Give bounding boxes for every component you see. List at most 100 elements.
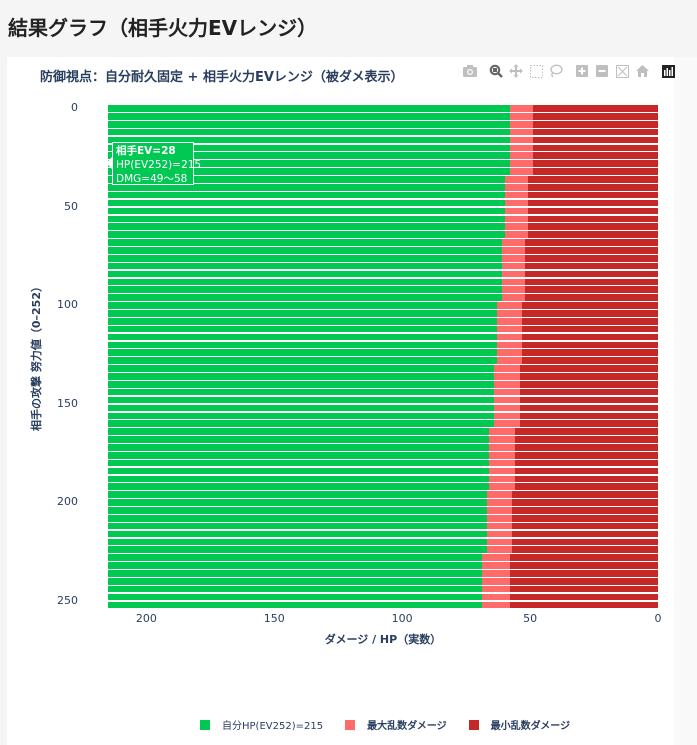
bar-row[interactable] xyxy=(108,136,658,144)
bar-row[interactable] xyxy=(108,593,658,601)
bar-row[interactable] xyxy=(108,546,658,554)
legend-item-min-damage[interactable]: 最小乱数ダメージ xyxy=(468,717,570,732)
bar-hp xyxy=(108,286,658,294)
bar-row[interactable] xyxy=(108,373,658,380)
bar-row[interactable] xyxy=(108,491,658,498)
bar-hp xyxy=(108,507,658,514)
legend-item-hp[interactable]: 自分HP(EV252)=215 xyxy=(200,717,323,732)
bar-row[interactable] xyxy=(108,388,658,396)
camera-icon[interactable] xyxy=(462,63,478,79)
bar-row[interactable] xyxy=(108,105,658,112)
x-tick-label: 100 xyxy=(391,612,413,625)
bar-row[interactable] xyxy=(108,247,658,254)
bar-min-damage xyxy=(524,262,658,270)
bar-row[interactable] xyxy=(108,262,658,270)
bar-hp xyxy=(108,538,658,546)
autoscale-icon[interactable] xyxy=(614,63,630,79)
bar-row[interactable] xyxy=(108,381,658,388)
bar-row[interactable] xyxy=(108,499,658,506)
bar-row[interactable] xyxy=(108,475,658,483)
bar-min-damage xyxy=(509,601,658,609)
bar-row[interactable] xyxy=(108,168,658,175)
bar-row[interactable] xyxy=(108,152,658,160)
bar-row[interactable] xyxy=(108,412,658,420)
legend-swatch-min-damage xyxy=(468,719,479,730)
bar-min-damage xyxy=(532,105,658,112)
bar-row[interactable] xyxy=(108,570,658,577)
zoom-in-icon[interactable] xyxy=(574,63,590,79)
bar-row[interactable] xyxy=(108,231,658,238)
bar-row[interactable] xyxy=(108,578,658,585)
bar-row[interactable] xyxy=(108,396,658,404)
bar-min-damage xyxy=(527,215,658,223)
bar-row[interactable] xyxy=(108,191,658,199)
bar-row[interactable] xyxy=(108,562,658,569)
bar-row[interactable] xyxy=(108,444,658,451)
bar-row[interactable] xyxy=(108,325,658,333)
plotly-logo-icon[interactable] xyxy=(660,63,676,79)
reset-axes-icon[interactable] xyxy=(634,63,650,79)
bar-row[interactable] xyxy=(108,294,658,301)
bar-min-damage xyxy=(524,239,658,246)
bar-row[interactable] xyxy=(108,522,658,530)
bar-row[interactable] xyxy=(108,507,658,514)
bar-row[interactable] xyxy=(108,601,658,609)
bar-row[interactable] xyxy=(108,310,658,317)
bar-row[interactable] xyxy=(108,459,658,467)
bar-row[interactable] xyxy=(108,254,658,262)
bar-row[interactable] xyxy=(108,554,658,561)
bar-row[interactable] xyxy=(108,349,658,357)
bar-min-damage xyxy=(524,254,658,262)
bar-row[interactable] xyxy=(108,144,658,152)
bar-row[interactable] xyxy=(108,333,658,341)
bar-hp xyxy=(108,467,658,475)
bar-row[interactable] xyxy=(108,120,658,128)
bar-row[interactable] xyxy=(108,207,658,215)
bar-row[interactable] xyxy=(108,278,658,286)
bar-row[interactable] xyxy=(108,428,658,435)
bar-row[interactable] xyxy=(108,160,658,167)
bar-row[interactable] xyxy=(108,128,658,136)
bar-row[interactable] xyxy=(108,538,658,546)
bar-min-damage xyxy=(512,538,658,546)
bar-row[interactable] xyxy=(108,215,658,223)
bar-row[interactable] xyxy=(108,341,658,349)
bar-row[interactable] xyxy=(108,223,658,230)
pan-icon[interactable] xyxy=(508,63,524,79)
bar-row[interactable] xyxy=(108,365,658,372)
bar-hp xyxy=(108,530,658,538)
bar-min-damage xyxy=(519,420,658,427)
bar-row[interactable] xyxy=(108,483,658,491)
bar-min-damage xyxy=(519,381,658,388)
bar-row[interactable] xyxy=(108,404,658,412)
bar-row[interactable] xyxy=(108,239,658,246)
bar-row[interactable] xyxy=(108,420,658,427)
plot-area[interactable] xyxy=(108,105,658,609)
bar-row[interactable] xyxy=(108,585,658,593)
bar-row[interactable] xyxy=(108,176,658,183)
lasso-select-icon[interactable] xyxy=(548,63,564,79)
bar-row[interactable] xyxy=(108,199,658,207)
bar-min-damage xyxy=(522,333,658,341)
bar-hp xyxy=(108,199,658,207)
bar-row[interactable] xyxy=(108,302,658,309)
bar-min-damage xyxy=(509,570,658,577)
bar-row[interactable] xyxy=(108,317,658,325)
legend-item-max-damage[interactable]: 最大乱数ダメージ xyxy=(345,717,447,732)
bar-row[interactable] xyxy=(108,467,658,475)
bar-min-damage xyxy=(514,467,658,475)
bar-row[interactable] xyxy=(108,530,658,538)
box-select-icon[interactable] xyxy=(528,63,544,79)
bar-row[interactable] xyxy=(108,113,658,120)
bar-row[interactable] xyxy=(108,436,658,443)
bar-row[interactable] xyxy=(108,286,658,294)
bar-row[interactable] xyxy=(108,357,658,364)
bar-row[interactable] xyxy=(108,514,658,522)
bar-row[interactable] xyxy=(108,270,658,278)
bar-row[interactable] xyxy=(108,451,658,459)
bar-row[interactable] xyxy=(108,184,658,191)
zoom-out-icon[interactable] xyxy=(594,63,610,79)
zoom-icon[interactable] xyxy=(488,63,504,79)
scrollbar-track xyxy=(674,57,697,745)
bar-min-damage xyxy=(527,191,658,199)
